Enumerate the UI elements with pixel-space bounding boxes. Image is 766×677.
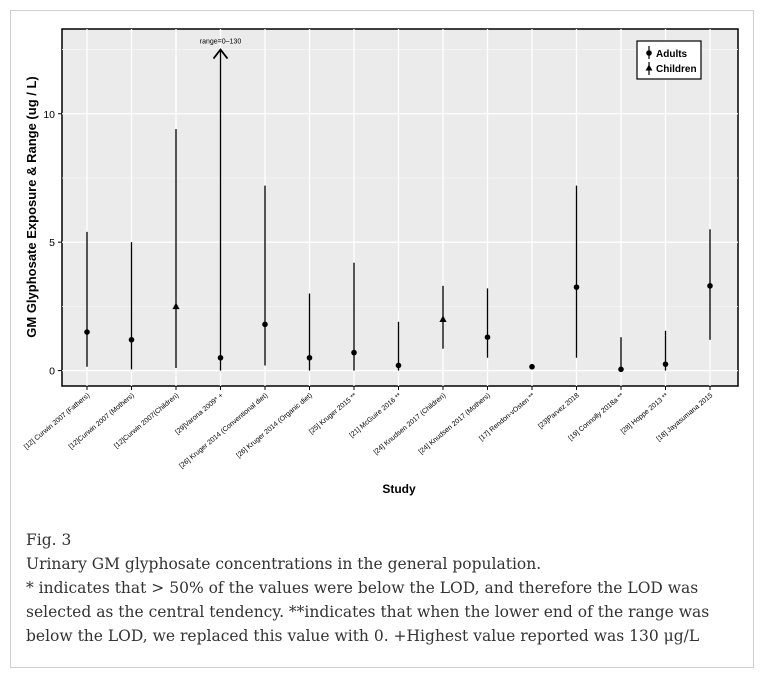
x-tick-label: [24] Knudsen 2017 (Mothers) [418,392,492,456]
point-adults [529,363,535,370]
legend: Adults Children [636,40,702,80]
figure-label: Fig. 3 [26,531,72,549]
arrow-head [212,48,229,60]
x-axis-ticks: [12] Curwin 2007 (Fathers)[12]Curwin 200… [23,386,714,470]
x-axis-label: Study [382,482,416,496]
legend-children-marker [645,64,653,71]
point-adults [128,336,135,343]
point-adults [707,283,713,289]
y-axis-label: GM Glyphosate Exposure & Range (ug / L) [24,76,39,337]
point-adults [662,361,669,367]
point-adults [351,349,357,356]
x-tick-label: [28] Hoppe 2013 ** [620,392,670,436]
point-children [172,302,180,310]
legend-children-label: Children [656,64,697,75]
range-chart: 0 5 10 [12] Curwin 2007 (Fathers)[12]Curwi… [23,28,739,496]
x-tick-label: [26] Kruger 2014 (Conventional diet) [178,392,269,470]
point-children [439,315,447,323]
figure-caption: Fig. 3 Urinary GM glyphosate concentrati… [26,528,746,648]
point-adults [395,362,402,369]
annotations: range=0–130 [200,39,242,60]
x-tick-label: [25] Kruger 2015 ** [308,392,358,436]
point-adults [84,329,90,335]
point-adults [306,354,313,361]
point-adults [618,366,624,373]
y-tick-label: 5 [49,237,55,249]
point-adults [573,284,580,290]
x-tick-label: [23]Parvez 2018 [537,392,581,430]
x-tick-label: [26] Kruger 2014 (Organic diet) [235,392,313,459]
x-tick-label: [29]Varona 2009* + [174,392,224,436]
x-tick-label: [24] Knudsen 2017 (Children) [373,392,448,456]
figure-note: * indicates that > 50% of the values wer… [26,579,710,645]
point-adults [217,354,224,361]
legend-adults-label: Adults [656,49,688,60]
y-tick-label: 10 [43,109,55,121]
data-marks [84,49,713,373]
y-axis-ticks: 0 5 10 [43,109,62,378]
point-adults [262,321,268,328]
y-tick-label: 0 [49,366,55,378]
point-adults [484,334,491,341]
legend-adults-marker [646,50,652,56]
plot-panel [61,28,739,387]
legend-box [636,40,702,80]
annotation-label: range=0–130 [200,39,242,46]
figure-title: Urinary GM glyphosate concentrations in … [26,555,542,573]
